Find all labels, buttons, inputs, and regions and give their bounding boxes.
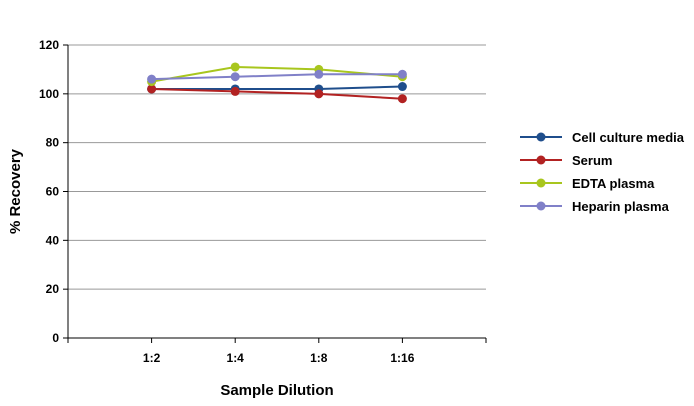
legend-swatch-marker [536,132,546,142]
y-tick-labels: 0 20 40 60 80 100 120 [39,38,59,345]
series-line [151,85,403,90]
legend-item: EDTA plasma [520,176,655,191]
data-point [230,72,240,82]
y-tick-label: 20 [46,282,60,296]
series-line [151,87,403,100]
y-tick-label: 120 [39,38,59,52]
x-tick-label: 1:16 [390,351,414,365]
legend-label: Cell culture media [572,130,685,145]
data-point [397,94,407,104]
series-heparin-plasma [147,69,407,84]
x-tick-label: 1:8 [310,351,328,365]
legend-swatch-marker [536,178,546,188]
series-line [151,73,403,81]
data-point [230,62,240,72]
legend: Cell culture media Serum EDTA plasma Hepari… [520,130,685,214]
series-line [151,65,403,83]
x-tick-label: 1:4 [227,351,245,365]
y-tick-label: 60 [46,185,60,199]
y-tick-label: 40 [46,233,60,247]
x-tick-labels: 1:2 1:4 1:8 1:16 [67,338,487,365]
y-tick-label: 100 [39,87,59,101]
gridlines [63,44,486,339]
legend-label: Heparin plasma [572,199,670,214]
axes [67,45,486,339]
data-point [147,74,157,84]
legend-item: Heparin plasma [520,199,670,214]
legend-item: Cell culture media [520,130,685,145]
y-axis-title: % Recovery [7,148,24,234]
data-point [314,89,324,99]
data-point [397,69,407,79]
y-tick-label: 0 [52,331,59,345]
series-serum [147,84,407,104]
y-tick-label: 80 [46,136,60,150]
data-point [397,82,407,92]
data-point [314,69,324,79]
legend-label: Serum [572,153,612,168]
data-point [230,86,240,96]
legend-swatch-marker [536,201,546,211]
data-point [147,84,157,94]
x-tick-label: 1:2 [143,351,161,365]
legend-item: Serum [520,153,612,168]
legend-swatch-marker [536,155,546,165]
series-layer [147,62,407,104]
legend-label: EDTA plasma [572,176,655,191]
x-axis-title: Sample Dilution [220,382,333,399]
